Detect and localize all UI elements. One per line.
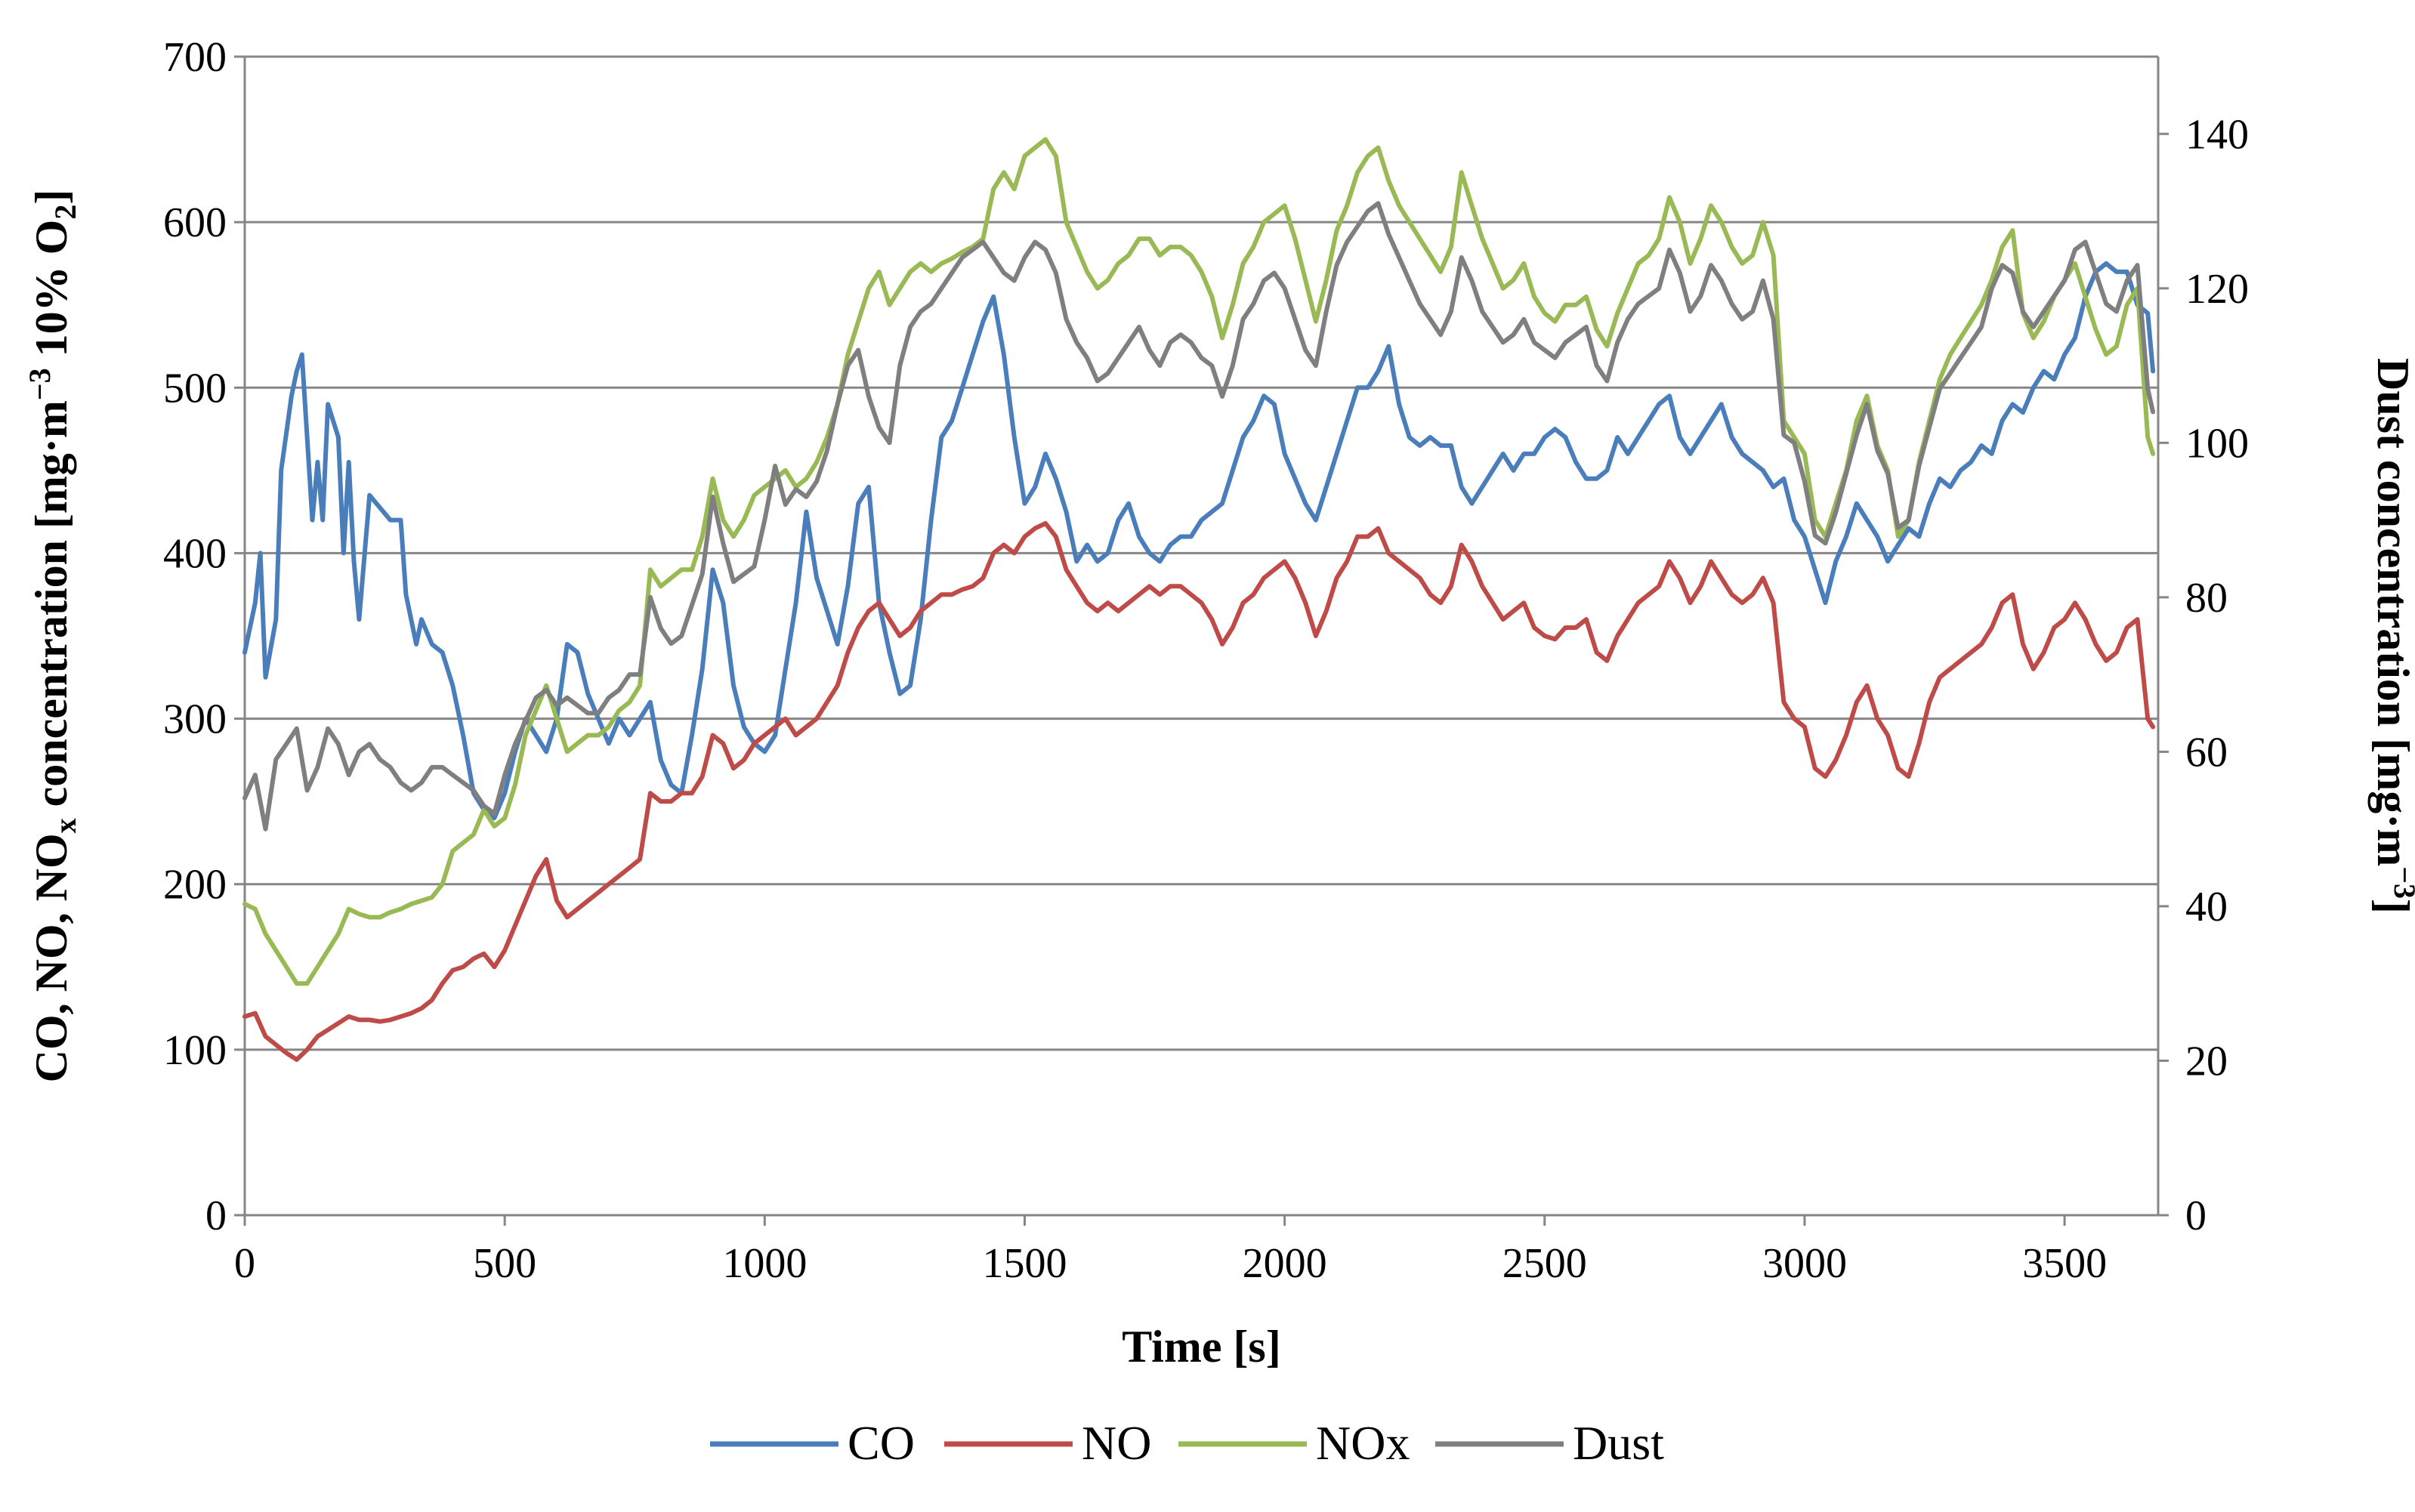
y-left-tick-label: 500 — [163, 365, 227, 412]
y-left-tick-label: 400 — [163, 530, 227, 577]
y-right-tick-label: 120 — [2185, 266, 2249, 313]
right-y-axis-title: Dust concentration [mg·m−3] — [2368, 358, 2415, 914]
legend: CO NO NOx Dust — [710, 1416, 1664, 1470]
y-right-tick-label: 20 — [2185, 1038, 2228, 1085]
y-right-tick-label: 100 — [2185, 420, 2249, 467]
y-left-title-mid: concentration [mg·m — [26, 400, 76, 818]
series-line-nox — [242, 137, 2156, 986]
y-left-tick-label: 100 — [163, 1027, 227, 1074]
y-right-tick-label: 40 — [2185, 884, 2228, 930]
y-right-tick-label: 80 — [2185, 575, 2228, 622]
y-right-tick-label: 0 — [2185, 1193, 2207, 1239]
axes — [243, 57, 2160, 1217]
y-left-title-sub: x — [48, 818, 82, 833]
legend-label-nox: NOx — [1316, 1416, 1410, 1470]
y-right-title-sup: −3 — [2388, 866, 2415, 899]
left-y-axis-title: CO, NO, NOx concentration [mg·m−3 10% O2… — [23, 190, 82, 1083]
y-left-tick-label: 300 — [163, 696, 227, 743]
y-right-tick-label: 140 — [2185, 111, 2249, 158]
y-left-tick-label: 0 — [205, 1193, 227, 1239]
x-tick-label: 1000 — [722, 1240, 807, 1287]
legend-label-dust: Dust — [1573, 1416, 1664, 1470]
legend-label-no: NO — [1082, 1416, 1151, 1470]
tick-labels: 0 100 200 300 400 500 600 700 0 20 40 60 80 100 120 140… — [163, 34, 2249, 1287]
x-tick-label: 3000 — [1762, 1240, 1847, 1287]
y-left-tick-label: 600 — [163, 199, 227, 246]
series-line-no — [242, 521, 2156, 1062]
y-left-title-sup: −3 — [23, 368, 57, 400]
y-right-tick-label: 60 — [2185, 729, 2228, 776]
y-left-title-close: ] — [26, 190, 76, 205]
x-tick-label: 2000 — [1243, 1240, 1327, 1287]
y-left-title-main: CO, NO, NO — [26, 833, 76, 1082]
x-axis-title: Time [s] — [1122, 1322, 1281, 1372]
gridlines — [245, 55, 2158, 1051]
x-tick-label: 1500 — [982, 1240, 1067, 1287]
x-tick-label: 3500 — [2022, 1240, 2107, 1287]
y-left-title-end: 10% O — [26, 220, 76, 369]
series-line-dust — [242, 201, 2156, 832]
x-tick-label: 0 — [234, 1240, 255, 1287]
y-left-tick-label: 700 — [163, 34, 227, 81]
x-tick-label: 500 — [473, 1240, 536, 1287]
y-left-title-sub2: 2 — [48, 205, 82, 220]
series-lines — [242, 137, 2156, 1062]
y-right-title-main: Dust concentration [mg·m — [2368, 358, 2415, 866]
y-left-tick-label: 200 — [163, 862, 227, 909]
series-line-co — [242, 261, 2156, 821]
x-tick-label: 2500 — [1502, 1240, 1587, 1287]
legend-label-co: CO — [848, 1416, 915, 1470]
y-right-title-close: ] — [2368, 899, 2415, 914]
